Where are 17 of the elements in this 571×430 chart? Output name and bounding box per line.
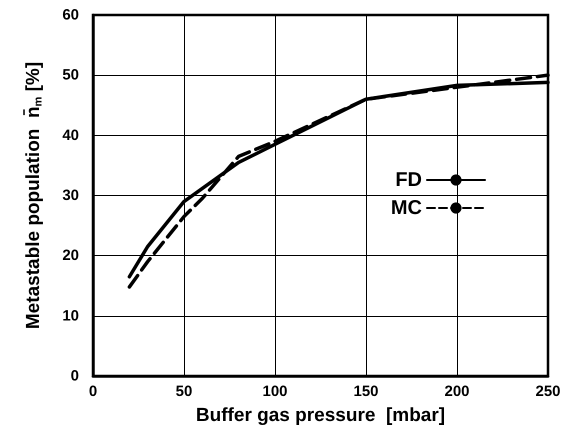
- y-tick-label: 60: [62, 6, 79, 24]
- y-tick-label: 0: [70, 368, 79, 384]
- x-tick-label: 100: [262, 383, 288, 400]
- legend-label: FD: [395, 169, 422, 191]
- x-tick-label: 250: [535, 383, 561, 400]
- x-tick-label: 50: [176, 383, 192, 400]
- y-tick-label: 30: [62, 187, 79, 204]
- y-tick-label: 10: [62, 307, 79, 324]
- y-tick-label: 40: [62, 126, 79, 144]
- x-tick-label: 150: [353, 383, 379, 400]
- y-tick-label: 50: [62, 66, 79, 84]
- y-tick-label: 20: [62, 247, 79, 264]
- legend-label: MC: [390, 197, 422, 219]
- x-axis-title: Buffer gas pressure [mbar]: [196, 405, 446, 426]
- x-tick-label: 200: [444, 383, 470, 400]
- y-axis-title: Metastable population n̄m [%]: [22, 62, 44, 330]
- x-tick-label: 0: [88, 383, 98, 400]
